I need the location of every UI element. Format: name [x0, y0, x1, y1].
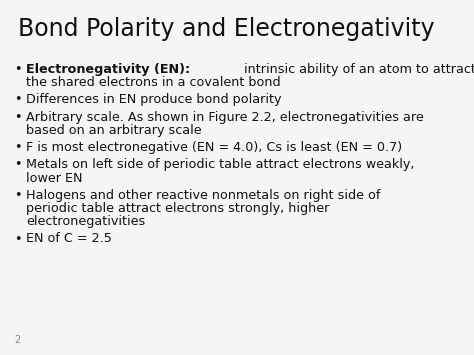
Text: •: •	[14, 189, 21, 202]
Text: 2: 2	[14, 335, 20, 345]
Text: electronegativities: electronegativities	[26, 215, 145, 229]
Text: Bond Polarity and Electronegativity: Bond Polarity and Electronegativity	[18, 17, 435, 41]
Text: Halogens and other reactive nonmetals on right side of: Halogens and other reactive nonmetals on…	[26, 189, 380, 202]
Text: based on an arbitrary scale: based on an arbitrary scale	[26, 124, 201, 137]
Text: intrinsic ability of an atom to attract: intrinsic ability of an atom to attract	[240, 63, 474, 76]
Text: EN of C = 2.5: EN of C = 2.5	[26, 233, 112, 246]
Text: the shared electrons in a covalent bond: the shared electrons in a covalent bond	[26, 76, 281, 89]
Text: •: •	[14, 233, 21, 246]
Text: lower EN: lower EN	[26, 171, 82, 185]
Text: Electronegativity (EN):: Electronegativity (EN):	[26, 63, 190, 76]
Text: •: •	[14, 63, 21, 76]
Text: Differences in EN produce bond polarity: Differences in EN produce bond polarity	[26, 93, 282, 106]
Text: periodic table attract electrons strongly, higher: periodic table attract electrons strongl…	[26, 202, 329, 215]
Text: Metals on left side of periodic table attract electrons weakly,: Metals on left side of periodic table at…	[26, 158, 414, 171]
Text: Arbitrary scale. As shown in Figure 2.2, electronegativities are: Arbitrary scale. As shown in Figure 2.2,…	[26, 110, 424, 124]
Text: F is most electronegative (EN = 4.0), Cs is least (EN = 0.7): F is most electronegative (EN = 4.0), Cs…	[26, 141, 402, 154]
Text: •: •	[14, 141, 21, 154]
Text: •: •	[14, 110, 21, 124]
Text: •: •	[14, 158, 21, 171]
Text: •: •	[14, 93, 21, 106]
